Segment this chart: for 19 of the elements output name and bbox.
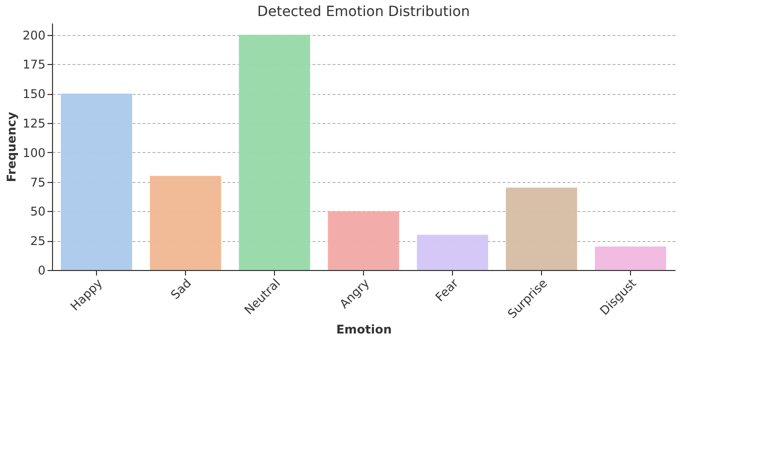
bar	[594, 246, 666, 270]
y-tick-label: 200	[22, 28, 46, 42]
chart-title: Detected Emotion Distribution	[257, 4, 470, 20]
bar	[60, 94, 132, 270]
bar	[328, 211, 400, 270]
y-tick-label: 25	[30, 234, 46, 248]
y-tick-label: 175	[22, 58, 46, 72]
y-tick-label: 150	[22, 87, 46, 102]
bar	[416, 234, 488, 270]
bar	[506, 188, 578, 270]
y-tick-label: 0	[38, 264, 46, 278]
bar	[238, 34, 310, 270]
bar	[150, 176, 222, 270]
y-axis-title: Frequency	[4, 112, 19, 182]
y-tick-label: 125	[22, 116, 46, 130]
y-tick-label: 50	[30, 204, 46, 219]
y-tick-label: 75	[30, 175, 46, 190]
x-axis-title: Emotion	[336, 322, 392, 336]
y-tick-label: 100	[22, 146, 46, 160]
